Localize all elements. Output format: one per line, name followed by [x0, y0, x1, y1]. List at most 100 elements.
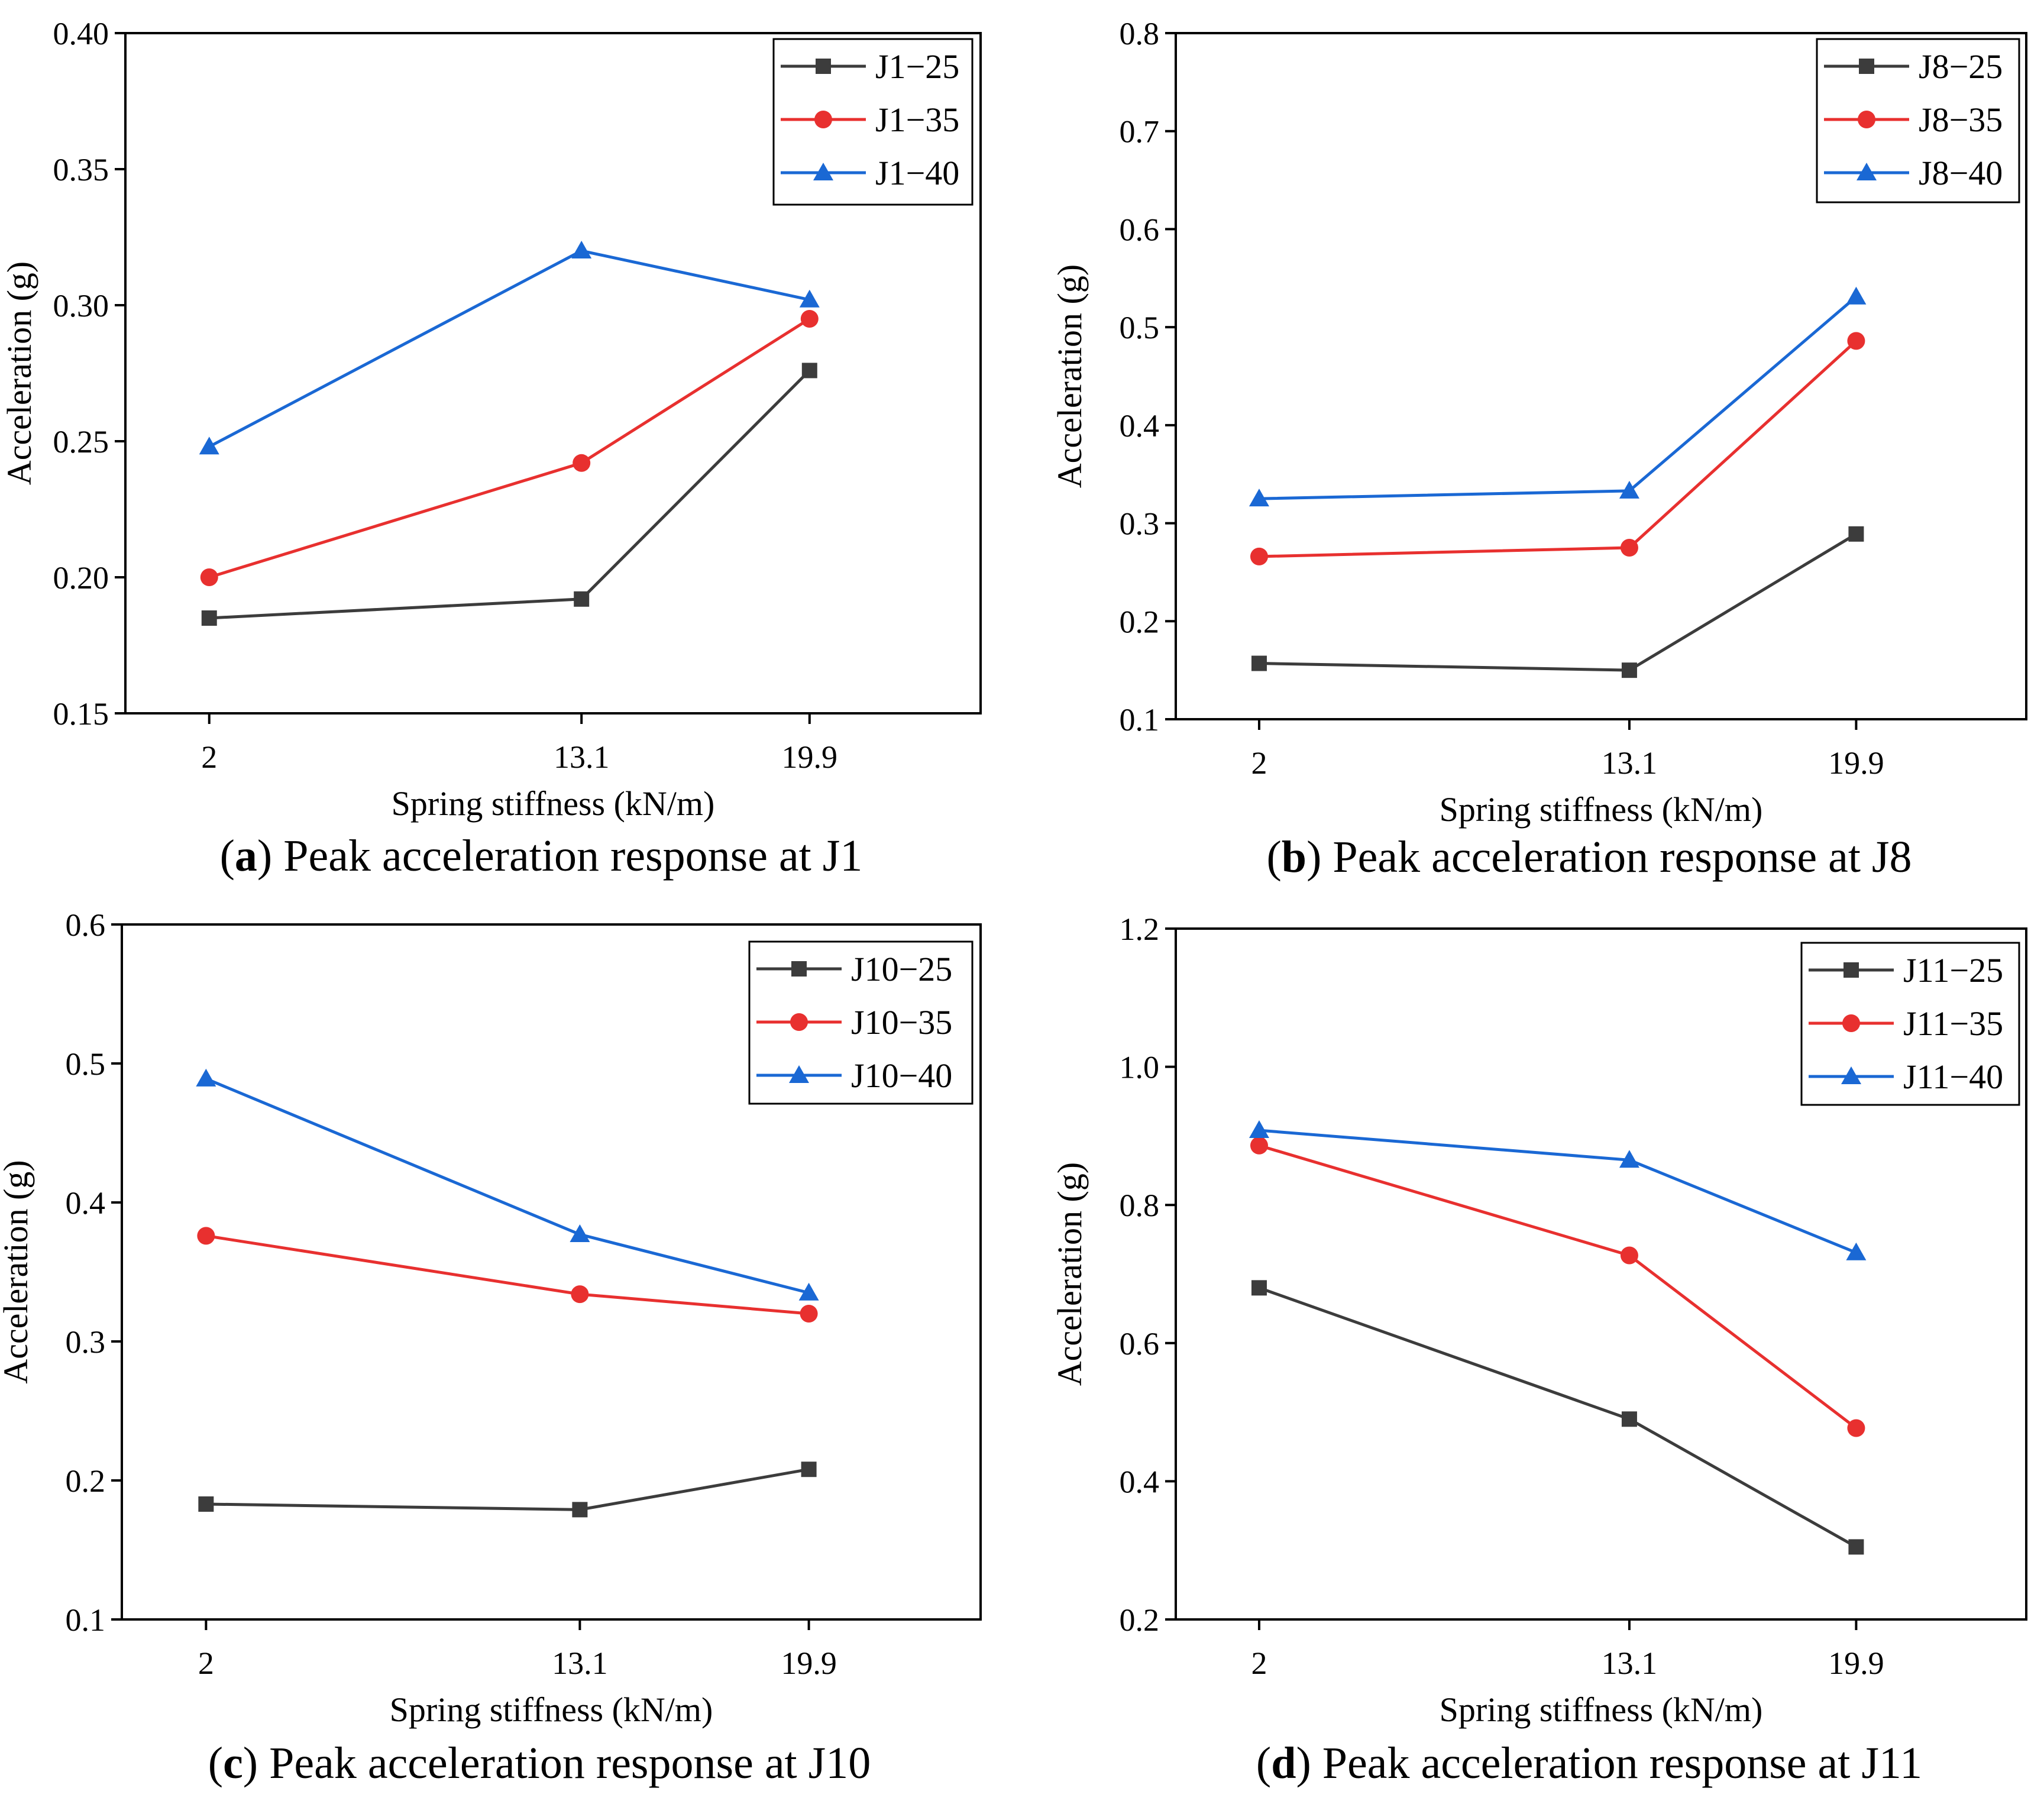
- legend-label: J11−25: [1903, 951, 2003, 990]
- x-axis-title: Spring stiffness (kN/m): [1440, 790, 1763, 829]
- data-point: [1249, 489, 1269, 507]
- legend-marker: [1857, 163, 1877, 180]
- caption-text: Peak acceleration response at J8: [1321, 832, 1912, 882]
- y-tick-label: 1.2: [1120, 911, 1160, 947]
- caption-text: Peak acceleration response at J10: [258, 1738, 871, 1788]
- y-tick-label: 0.4: [66, 1185, 106, 1221]
- legend-label: J11−35: [1903, 1004, 2003, 1043]
- data-point: [571, 1285, 589, 1304]
- data-point: [199, 437, 219, 455]
- plot-frame: [1175, 32, 2027, 720]
- y-tick-label: 0.6: [1120, 1326, 1160, 1362]
- plot-frame: [124, 32, 982, 714]
- legend-marker: [1841, 1066, 1861, 1084]
- data-point: [1251, 655, 1267, 671]
- x-tick-label: 13.1: [1602, 1645, 1658, 1681]
- x-tick-label: 13.1: [552, 1645, 608, 1681]
- y-tick-label: 0.5: [1120, 310, 1160, 345]
- caption-letter: b: [1282, 832, 1306, 882]
- y-tick-label: 0.2: [1120, 604, 1160, 639]
- y-axis-title: Acceleration (g): [0, 1160, 35, 1383]
- data-point: [574, 591, 590, 607]
- legend: J8−25 J8−35 J8−40: [1816, 38, 2020, 203]
- y-tick-label: 0.4: [1120, 1464, 1160, 1499]
- data-point: [198, 1496, 214, 1512]
- legend-marker: [816, 59, 831, 74]
- series-line: [1259, 295, 1858, 500]
- data-point: [1848, 1539, 1864, 1555]
- data-point: [1621, 1411, 1637, 1427]
- x-axis-title: Spring stiffness (kN/m): [392, 784, 715, 823]
- chart-panel-b: 0.1 0.2 0.3 0.4 0.5 0.6 0.7 0.8 2 13.1 19.9 Spring …: [1050, 16, 2027, 882]
- y-tick-label: 0.25: [53, 424, 109, 460]
- data-point: [1621, 662, 1637, 678]
- legend-marker: [789, 1065, 809, 1083]
- x-axis-title: Spring stiffness (kN/m): [1440, 1690, 1763, 1729]
- legend-label: J8−40: [1919, 154, 2003, 192]
- series-line: [209, 369, 811, 620]
- y-tick-label: 0.2: [66, 1463, 106, 1499]
- data-point: [801, 363, 817, 379]
- data-point: [1620, 539, 1638, 557]
- data-point: [1250, 547, 1268, 565]
- y-tick-label: 0.4: [1120, 408, 1160, 444]
- legend: J11−25 J11−35 J11−40: [1800, 942, 2020, 1106]
- y-tick-label: 0.8: [1120, 1188, 1160, 1223]
- series-line: [206, 1467, 810, 1511]
- y-tick-label: 0.3: [66, 1324, 106, 1360]
- chart-panel-d: 0.2 0.4 0.6 0.8 1.0 1.2 2 13.1 19.9 Spring stiffn…: [1050, 911, 2027, 1788]
- y-tick-label: 0.2: [1120, 1602, 1160, 1638]
- data-point: [799, 289, 820, 308]
- panel-caption: (b) Peak acceleration response at J8: [1266, 832, 1912, 882]
- data-point: [196, 1068, 216, 1087]
- y-tick-label: 0.7: [1120, 114, 1160, 150]
- data-point: [1848, 526, 1864, 542]
- legend-marker: [1842, 1014, 1860, 1032]
- y-tick-label: 0.6: [66, 907, 106, 943]
- data-point: [1620, 1246, 1638, 1265]
- legend-label: J10−40: [851, 1056, 952, 1095]
- legend-marker: [790, 1013, 808, 1031]
- legend-marker: [1859, 59, 1874, 74]
- legend-marker: [814, 111, 832, 128]
- y-tick-label: 0.20: [53, 560, 109, 596]
- x-tick-label: 19.9: [781, 1645, 837, 1681]
- caption-letter: a: [235, 831, 257, 881]
- chart-panel-c: 0.1 0.2 0.3 0.4 0.5 0.6 2 13.1 19.9 Spring stiffn…: [0, 907, 982, 1788]
- legend-marker: [1858, 111, 1875, 128]
- data-point: [1249, 1120, 1269, 1139]
- data-point: [200, 568, 218, 586]
- x-tick-label: 13.1: [1602, 745, 1658, 781]
- y-axis-title: Acceleration (g): [1050, 1162, 1089, 1386]
- y-tick-label: 0.15: [53, 696, 109, 732]
- series-line: [1259, 1144, 1857, 1430]
- y-tick-label: 0.6: [1120, 212, 1160, 247]
- panel-caption: (a) Peak acceleration response at J1: [220, 831, 863, 881]
- legend-marker: [813, 163, 833, 180]
- data-point: [800, 1305, 818, 1323]
- y-tick-label: 0.5: [66, 1046, 106, 1082]
- panel-caption: (d) Peak acceleration response at J11: [1256, 1738, 1922, 1788]
- caption-text: Peak acceleration response at J1: [272, 831, 862, 881]
- x-tick-label: 2: [198, 1645, 214, 1681]
- y-tick-label: 0.1: [1120, 702, 1160, 738]
- panel-caption: (c) Peak acceleration response at J10: [208, 1738, 871, 1788]
- legend-label: J1−40: [875, 154, 959, 192]
- x-tick-label: 2: [201, 739, 217, 775]
- y-tick-label: 0.35: [53, 152, 109, 187]
- x-tick-label: 2: [1251, 1645, 1267, 1681]
- y-tick-label: 0.30: [53, 288, 109, 324]
- series-line: [205, 1077, 810, 1295]
- x-axis-title: Spring stiffness (kN/m): [390, 1690, 713, 1729]
- data-point: [1619, 480, 1639, 499]
- x-tick-label: 19.9: [1828, 1645, 1884, 1681]
- legend-label: J10−25: [851, 950, 952, 988]
- y-tick-label: 1.0: [1120, 1050, 1160, 1085]
- data-point: [197, 1227, 215, 1245]
- x-tick-label: 13.1: [554, 739, 610, 775]
- x-tick-label: 19.9: [1828, 745, 1884, 781]
- data-point: [800, 310, 819, 328]
- legend-label: J11−40: [1903, 1058, 2003, 1096]
- legend-marker: [791, 961, 807, 977]
- legend-label: J1−25: [875, 47, 959, 86]
